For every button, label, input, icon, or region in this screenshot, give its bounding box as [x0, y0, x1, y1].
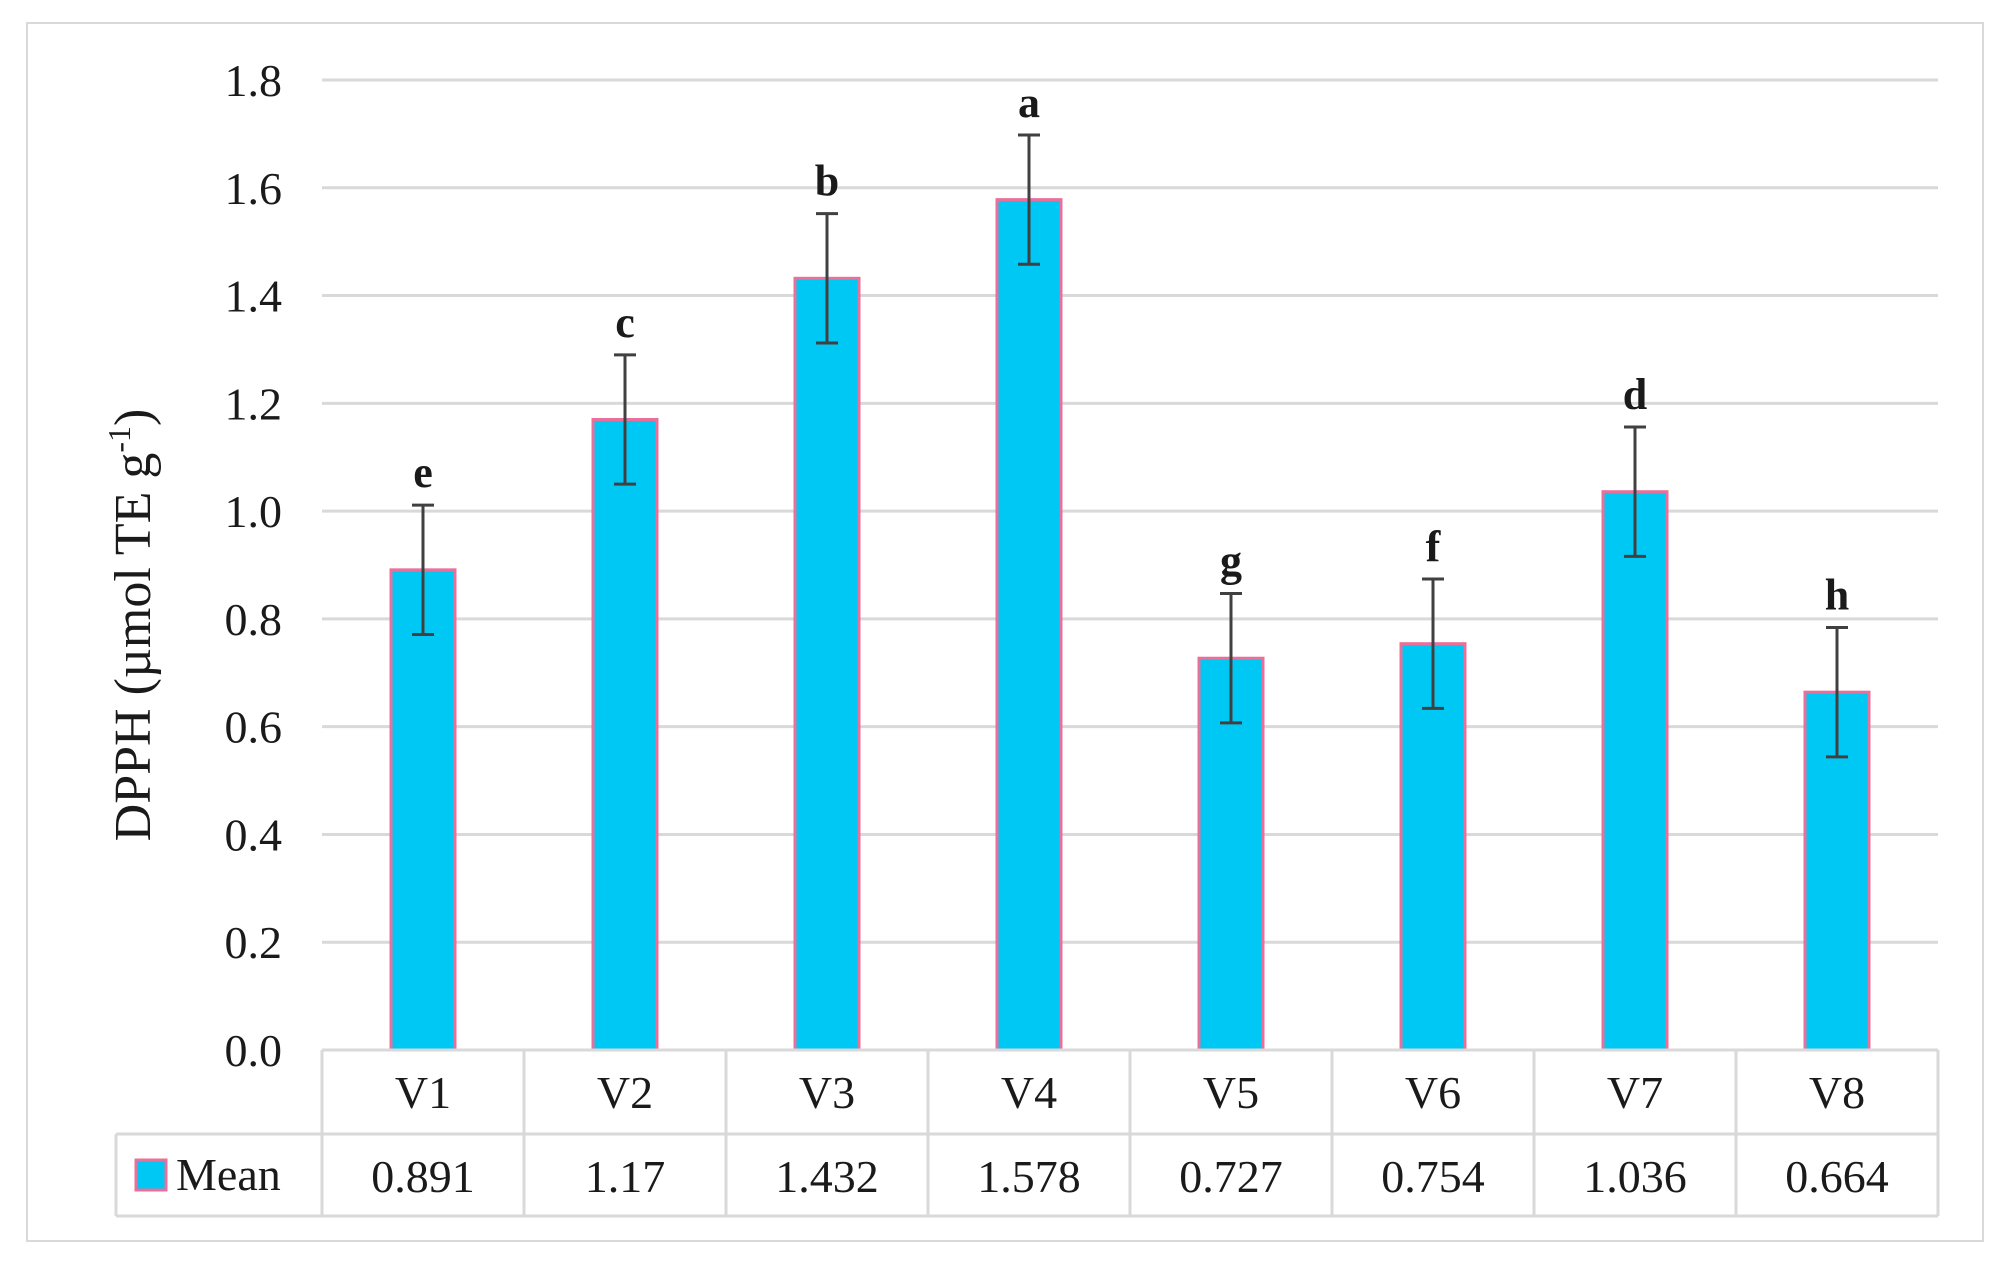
- y-tick-label: 1.6: [225, 163, 283, 214]
- bar-V7: [1601, 490, 1669, 1052]
- table-value-cell: 0.891: [371, 1151, 475, 1202]
- y-tick-label: 0.4: [225, 809, 283, 860]
- x-tick-label: V4: [1001, 1067, 1057, 1118]
- table-value-cell: 0.727: [1179, 1151, 1283, 1202]
- bar-V4: [995, 198, 1063, 1052]
- y-tick-label: 0.2: [225, 917, 283, 968]
- x-tick-label: V6: [1405, 1067, 1461, 1118]
- table-value-cell: 1.578: [977, 1151, 1081, 1202]
- x-tick-label: V2: [597, 1067, 653, 1118]
- legend-swatch: [134, 1158, 168, 1192]
- table-value-cell: 1.036: [1583, 1151, 1687, 1202]
- y-tick-label: 1.4: [225, 271, 283, 322]
- legend-label: Mean: [176, 1149, 281, 1200]
- significance-letter: c: [615, 298, 635, 347]
- significance-letter: a: [1018, 78, 1040, 127]
- significance-letter: d: [1623, 370, 1647, 419]
- y-tick-label: 0.6: [225, 702, 283, 753]
- x-tick-label: V8: [1809, 1067, 1865, 1118]
- y-axis-label: DPPH (µmol TE g-1): [101, 409, 162, 842]
- x-tick-label: V5: [1203, 1067, 1259, 1118]
- y-tick-label: 1.2: [225, 378, 283, 429]
- y-tick-label: 0.8: [225, 594, 283, 645]
- table-value-cell: 0.754: [1381, 1151, 1485, 1202]
- x-tick-label: V3: [799, 1067, 855, 1118]
- table-value-cell: 1.17: [585, 1151, 666, 1202]
- significance-letter: f: [1426, 522, 1442, 571]
- bar-V1: [389, 568, 457, 1052]
- y-tick-label: 0.0: [225, 1025, 283, 1076]
- table-value-cell: 0.664: [1785, 1151, 1889, 1202]
- significance-letter: e: [413, 448, 433, 497]
- significance-letter: g: [1220, 537, 1242, 586]
- significance-letter: b: [815, 157, 839, 206]
- table-value-cell: 1.432: [775, 1151, 879, 1202]
- significance-letter: h: [1825, 571, 1849, 620]
- y-tick-label: 1.8: [225, 55, 283, 106]
- bar-V2: [591, 418, 659, 1052]
- x-tick-label: V7: [1607, 1067, 1663, 1118]
- x-tick-label: V1: [395, 1067, 451, 1118]
- bar-V3: [793, 276, 861, 1052]
- y-tick-label: 1.0: [225, 486, 283, 537]
